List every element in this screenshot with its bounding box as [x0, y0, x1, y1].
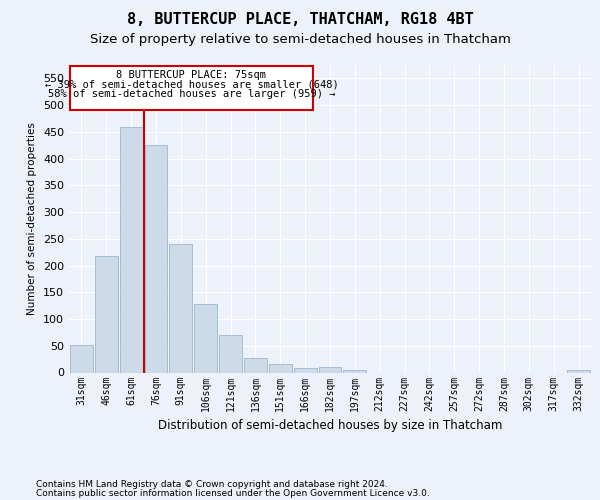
Bar	[70, 344, 93, 372]
Bar	[244, 358, 267, 372]
Bar	[219, 335, 242, 372]
X-axis label: Distribution of semi-detached houses by size in Thatcham: Distribution of semi-detached houses by …	[158, 419, 502, 432]
Text: Size of property relative to semi-detached houses in Thatcham: Size of property relative to semi-detach…	[89, 32, 511, 46]
Bar	[145, 145, 167, 372]
Y-axis label: Number of semi-detached properties: Number of semi-detached properties	[28, 122, 37, 315]
Bar	[319, 367, 341, 372]
Bar	[95, 256, 118, 372]
Bar	[567, 370, 590, 372]
Text: Contains HM Land Registry data © Crown copyright and database right 2024.: Contains HM Land Registry data © Crown c…	[36, 480, 388, 489]
Text: 58% of semi-detached houses are larger (959) →: 58% of semi-detached houses are larger (…	[47, 88, 335, 99]
Text: ← 39% of semi-detached houses are smaller (648): ← 39% of semi-detached houses are smalle…	[44, 80, 338, 90]
Bar	[120, 126, 143, 372]
Bar	[343, 370, 366, 372]
Bar	[294, 368, 317, 372]
Text: 8, BUTTERCUP PLACE, THATCHAM, RG18 4BT: 8, BUTTERCUP PLACE, THATCHAM, RG18 4BT	[127, 12, 473, 28]
Bar	[269, 364, 292, 372]
Text: Contains public sector information licensed under the Open Government Licence v3: Contains public sector information licen…	[36, 489, 430, 498]
Bar	[169, 244, 192, 372]
FancyBboxPatch shape	[70, 66, 313, 110]
Bar	[194, 304, 217, 372]
Text: 8 BUTTERCUP PLACE: 75sqm: 8 BUTTERCUP PLACE: 75sqm	[116, 70, 266, 81]
